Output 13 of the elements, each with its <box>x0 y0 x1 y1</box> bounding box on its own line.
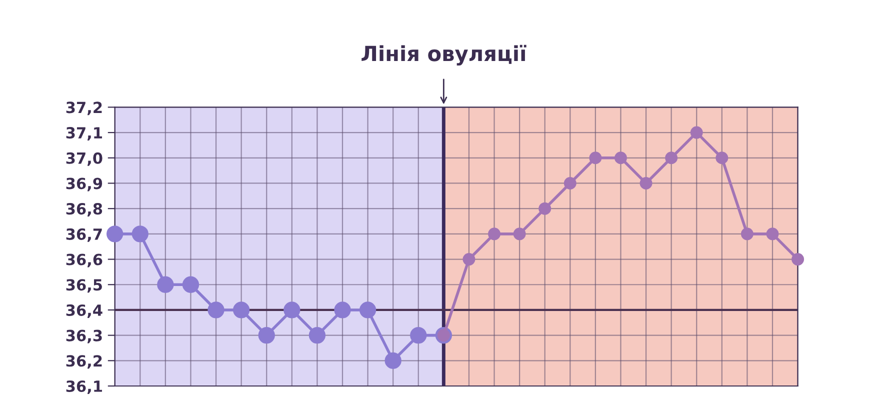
text: Лінія овуляції <box>362 44 526 66</box>
y-tick-label: 36,6 <box>66 254 102 268</box>
y-tick-label: 36,3 <box>66 330 102 344</box>
y-tick-label: 36,7 <box>66 228 102 242</box>
y-tick-label: 36,4 <box>66 304 102 318</box>
y-tick-label: 36,9 <box>66 178 102 192</box>
y-tick-label: 37,2 <box>66 102 102 116</box>
y-tick-label: 36,8 <box>66 203 102 217</box>
y-tick-label: 37,0 <box>66 152 102 166</box>
y-tick-label: 36,1 <box>66 380 102 394</box>
y-tick-label: 37,1 <box>66 127 102 141</box>
y-tick-label: 36,2 <box>66 355 102 369</box>
y-tick-label: 36,5 <box>66 279 102 293</box>
